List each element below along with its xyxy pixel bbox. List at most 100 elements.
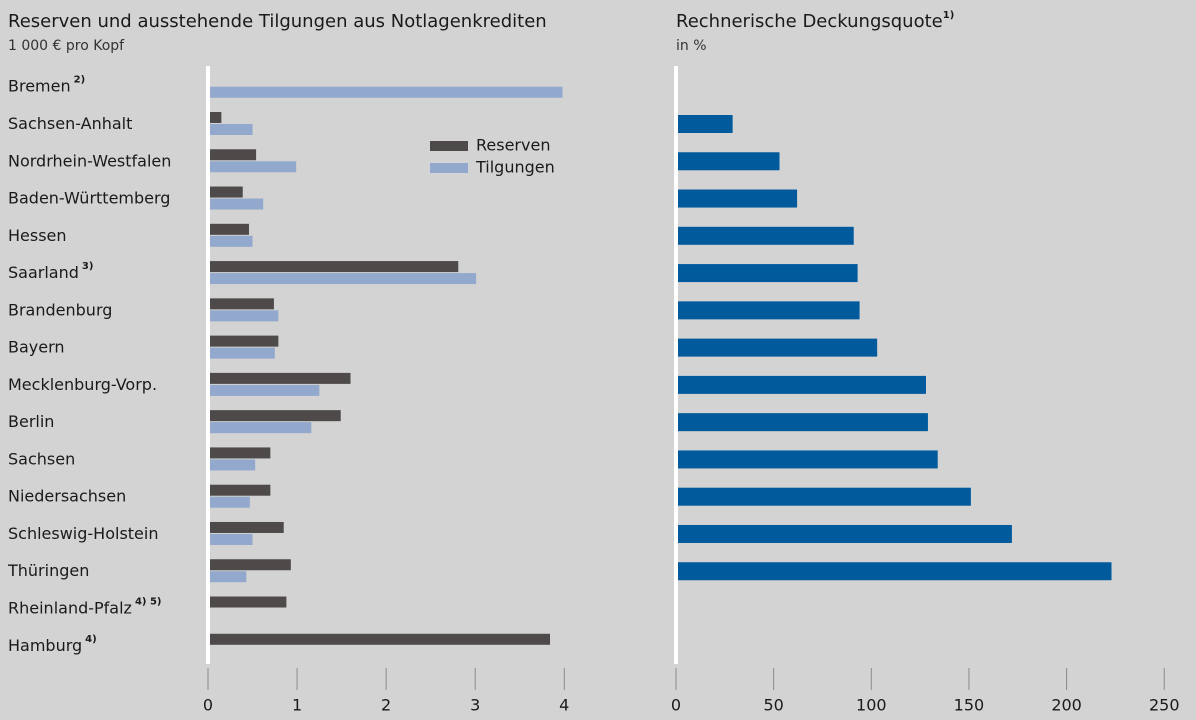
x-tick-label: 50 (763, 696, 783, 715)
bar (208, 198, 264, 210)
category-name: Sachsen-Anhalt (8, 114, 132, 133)
bar (208, 447, 271, 459)
x-tick-label: 0 (671, 696, 681, 715)
x-tick-label: 250 (1149, 696, 1180, 715)
bar (676, 226, 854, 245)
bar (676, 115, 733, 133)
category-note: 4) (85, 634, 97, 645)
category-label: Sachsen-Anhalt (8, 114, 132, 133)
category-label: Hamburg 4) (8, 634, 97, 655)
bar (676, 524, 1012, 543)
bar (676, 189, 798, 208)
title-note: 1) (943, 10, 955, 21)
bar (208, 86, 563, 98)
category-name: Saarland (8, 263, 79, 282)
category-name: Baden-Württemberg (8, 188, 170, 207)
category-name: Mecklenburg-Vorp. (8, 374, 157, 393)
category-name: Berlin (8, 412, 54, 431)
category-label: Thüringen (7, 561, 89, 580)
category-name: Thüringen (7, 561, 89, 580)
legend-swatch (430, 141, 468, 151)
category-label: Baden-Württemberg (8, 188, 170, 207)
category-label: Nordrhein-Westfalen (8, 151, 171, 170)
bar (208, 347, 275, 359)
bar (208, 235, 253, 247)
bar (208, 633, 551, 645)
bar (208, 161, 297, 173)
category-label: Mecklenburg-Vorp. (8, 374, 157, 393)
category-label: Niedersachsen (8, 486, 126, 505)
x-tick-label: 0 (203, 696, 213, 715)
category-label: Rheinland-Pfalz 4) 5) (8, 597, 161, 618)
bar (676, 152, 780, 171)
bar (208, 261, 459, 273)
x-tick-label: 200 (1051, 696, 1082, 715)
category-name: Rheinland-Pfalz (8, 598, 132, 617)
bar (676, 487, 971, 506)
x-tick-label: 1 (292, 696, 302, 715)
chart-title: Rechnerische Deckungsquote1) (676, 10, 954, 32)
x-tick-label: 150 (954, 696, 985, 715)
bar (208, 223, 249, 235)
x-tick-label: 4 (559, 696, 569, 715)
bar (676, 338, 878, 357)
category-label: Bremen 2) (8, 75, 85, 96)
category-label: Berlin (8, 412, 54, 431)
category-name: Brandenburg (8, 300, 112, 319)
category-name: Bremen (8, 76, 71, 95)
bar (208, 372, 351, 384)
category-note: 4) 5) (135, 597, 162, 608)
category-label: Sachsen (8, 449, 75, 468)
bar (208, 186, 243, 198)
chart-title: Reserven und ausstehende Tilgungen aus N… (8, 11, 547, 32)
chart-subtitle: 1 000 € pro Kopf (8, 38, 125, 54)
category-label: Saarland 3) (8, 261, 93, 282)
bar (208, 533, 253, 545)
bar (676, 450, 938, 469)
legend-label: Tilgungen (475, 158, 555, 177)
bar (208, 410, 341, 422)
bar (676, 413, 928, 432)
category-name: Nordrhein-Westfalen (8, 151, 171, 170)
category-note: 2) (74, 75, 86, 86)
bar (208, 496, 250, 508)
title-text: Rechnerische Deckungsquote (676, 11, 943, 32)
category-label: Brandenburg (8, 300, 112, 319)
category-name: Schleswig-Holstein (8, 523, 158, 542)
bar (208, 559, 291, 571)
bar (676, 301, 860, 320)
bar (208, 124, 253, 135)
bar (208, 521, 284, 533)
category-name: Niedersachsen (8, 486, 126, 505)
bar (208, 310, 279, 322)
bar (208, 273, 477, 285)
bar (208, 571, 247, 583)
bar (208, 335, 279, 347)
category-label: Schleswig-Holstein (8, 523, 158, 542)
bar (676, 264, 858, 283)
category-note: 3) (82, 261, 94, 272)
bar (676, 562, 1112, 581)
x-tick-label: 100 (856, 696, 887, 715)
legend-swatch (430, 163, 468, 173)
bar (208, 459, 256, 471)
bar (208, 298, 274, 310)
category-label: Hessen (8, 225, 67, 244)
bar (208, 596, 287, 608)
bar (208, 384, 320, 396)
category-name: Sachsen (8, 449, 75, 468)
bar (208, 484, 271, 496)
bar (208, 149, 257, 161)
category-label: Bayern (8, 337, 65, 356)
category-name: Bayern (8, 337, 65, 356)
category-name: Hessen (8, 225, 67, 244)
bar (208, 422, 312, 434)
bar (676, 375, 926, 394)
chart-subtitle: in % (676, 38, 707, 54)
category-name: Hamburg (8, 635, 82, 654)
legend-label: Reserven (476, 136, 550, 155)
x-tick-label: 3 (470, 696, 480, 715)
bar (208, 112, 222, 123)
x-tick-label: 2 (381, 696, 391, 715)
